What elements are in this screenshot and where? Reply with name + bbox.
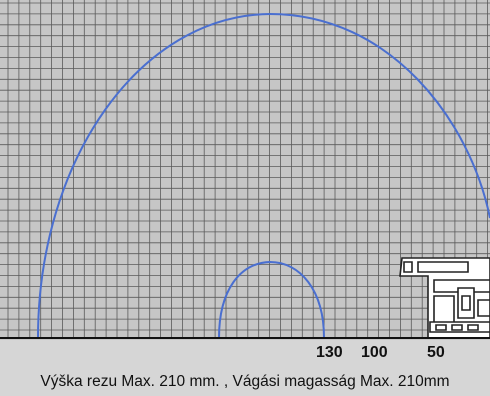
scale-label-50: 50 <box>427 344 445 361</box>
scale-label-130: 130 <box>316 344 343 361</box>
cutting-range-diagram <box>0 0 490 340</box>
scale-label-100: 100 <box>361 344 388 361</box>
cut-height-caption: Výška rezu Max. 210 mm. , Vágási magassá… <box>40 373 450 390</box>
window-profile-cross-section <box>399 257 490 339</box>
bottom-band <box>0 340 490 396</box>
large-cut-arc <box>37 12 490 339</box>
grid-background <box>0 0 490 340</box>
grid-lines <box>0 0 490 338</box>
small-cut-arc <box>218 260 325 339</box>
